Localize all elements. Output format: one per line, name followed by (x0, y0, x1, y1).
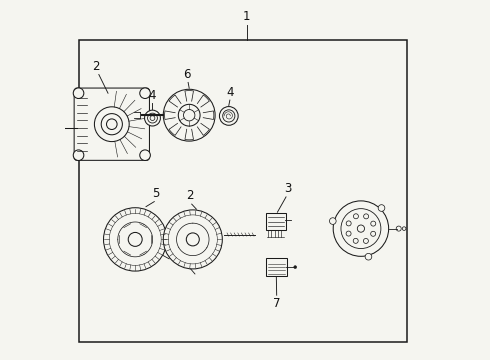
Circle shape (56, 124, 64, 132)
Circle shape (128, 233, 142, 246)
Circle shape (329, 218, 336, 224)
Circle shape (364, 238, 368, 243)
Circle shape (357, 225, 365, 232)
Circle shape (220, 107, 238, 125)
FancyBboxPatch shape (74, 88, 149, 160)
Text: 4: 4 (227, 86, 234, 99)
Circle shape (346, 221, 351, 226)
Text: 2: 2 (92, 60, 99, 73)
Text: 5: 5 (152, 187, 160, 200)
Circle shape (95, 107, 129, 141)
Circle shape (73, 88, 84, 99)
Circle shape (106, 119, 117, 130)
Circle shape (73, 150, 84, 161)
Circle shape (333, 201, 389, 256)
Circle shape (396, 226, 401, 231)
Circle shape (364, 214, 368, 219)
FancyBboxPatch shape (266, 258, 287, 276)
Circle shape (101, 114, 122, 135)
Circle shape (178, 104, 200, 126)
Circle shape (370, 231, 376, 236)
Circle shape (378, 205, 385, 211)
FancyBboxPatch shape (266, 212, 286, 230)
Circle shape (365, 253, 372, 260)
Circle shape (163, 210, 222, 269)
Circle shape (140, 88, 150, 99)
Bar (79, 40, 407, 342)
Circle shape (183, 109, 195, 121)
Circle shape (353, 238, 358, 243)
Circle shape (163, 89, 215, 141)
Circle shape (353, 214, 358, 219)
Circle shape (223, 110, 235, 122)
Text: 1: 1 (243, 10, 250, 23)
Text: 3: 3 (285, 182, 292, 195)
Text: 6: 6 (183, 68, 191, 81)
Circle shape (140, 150, 150, 161)
Circle shape (341, 209, 381, 248)
Circle shape (294, 266, 296, 269)
Circle shape (150, 116, 155, 121)
Circle shape (109, 213, 161, 265)
Text: 7: 7 (273, 297, 280, 310)
Circle shape (168, 215, 217, 264)
Circle shape (346, 231, 351, 236)
Circle shape (186, 233, 199, 246)
Circle shape (147, 113, 157, 123)
Text: 4: 4 (149, 89, 156, 102)
Text: 2: 2 (186, 189, 194, 202)
Circle shape (145, 110, 160, 126)
Circle shape (103, 208, 167, 271)
Circle shape (371, 221, 376, 226)
Circle shape (402, 227, 406, 230)
